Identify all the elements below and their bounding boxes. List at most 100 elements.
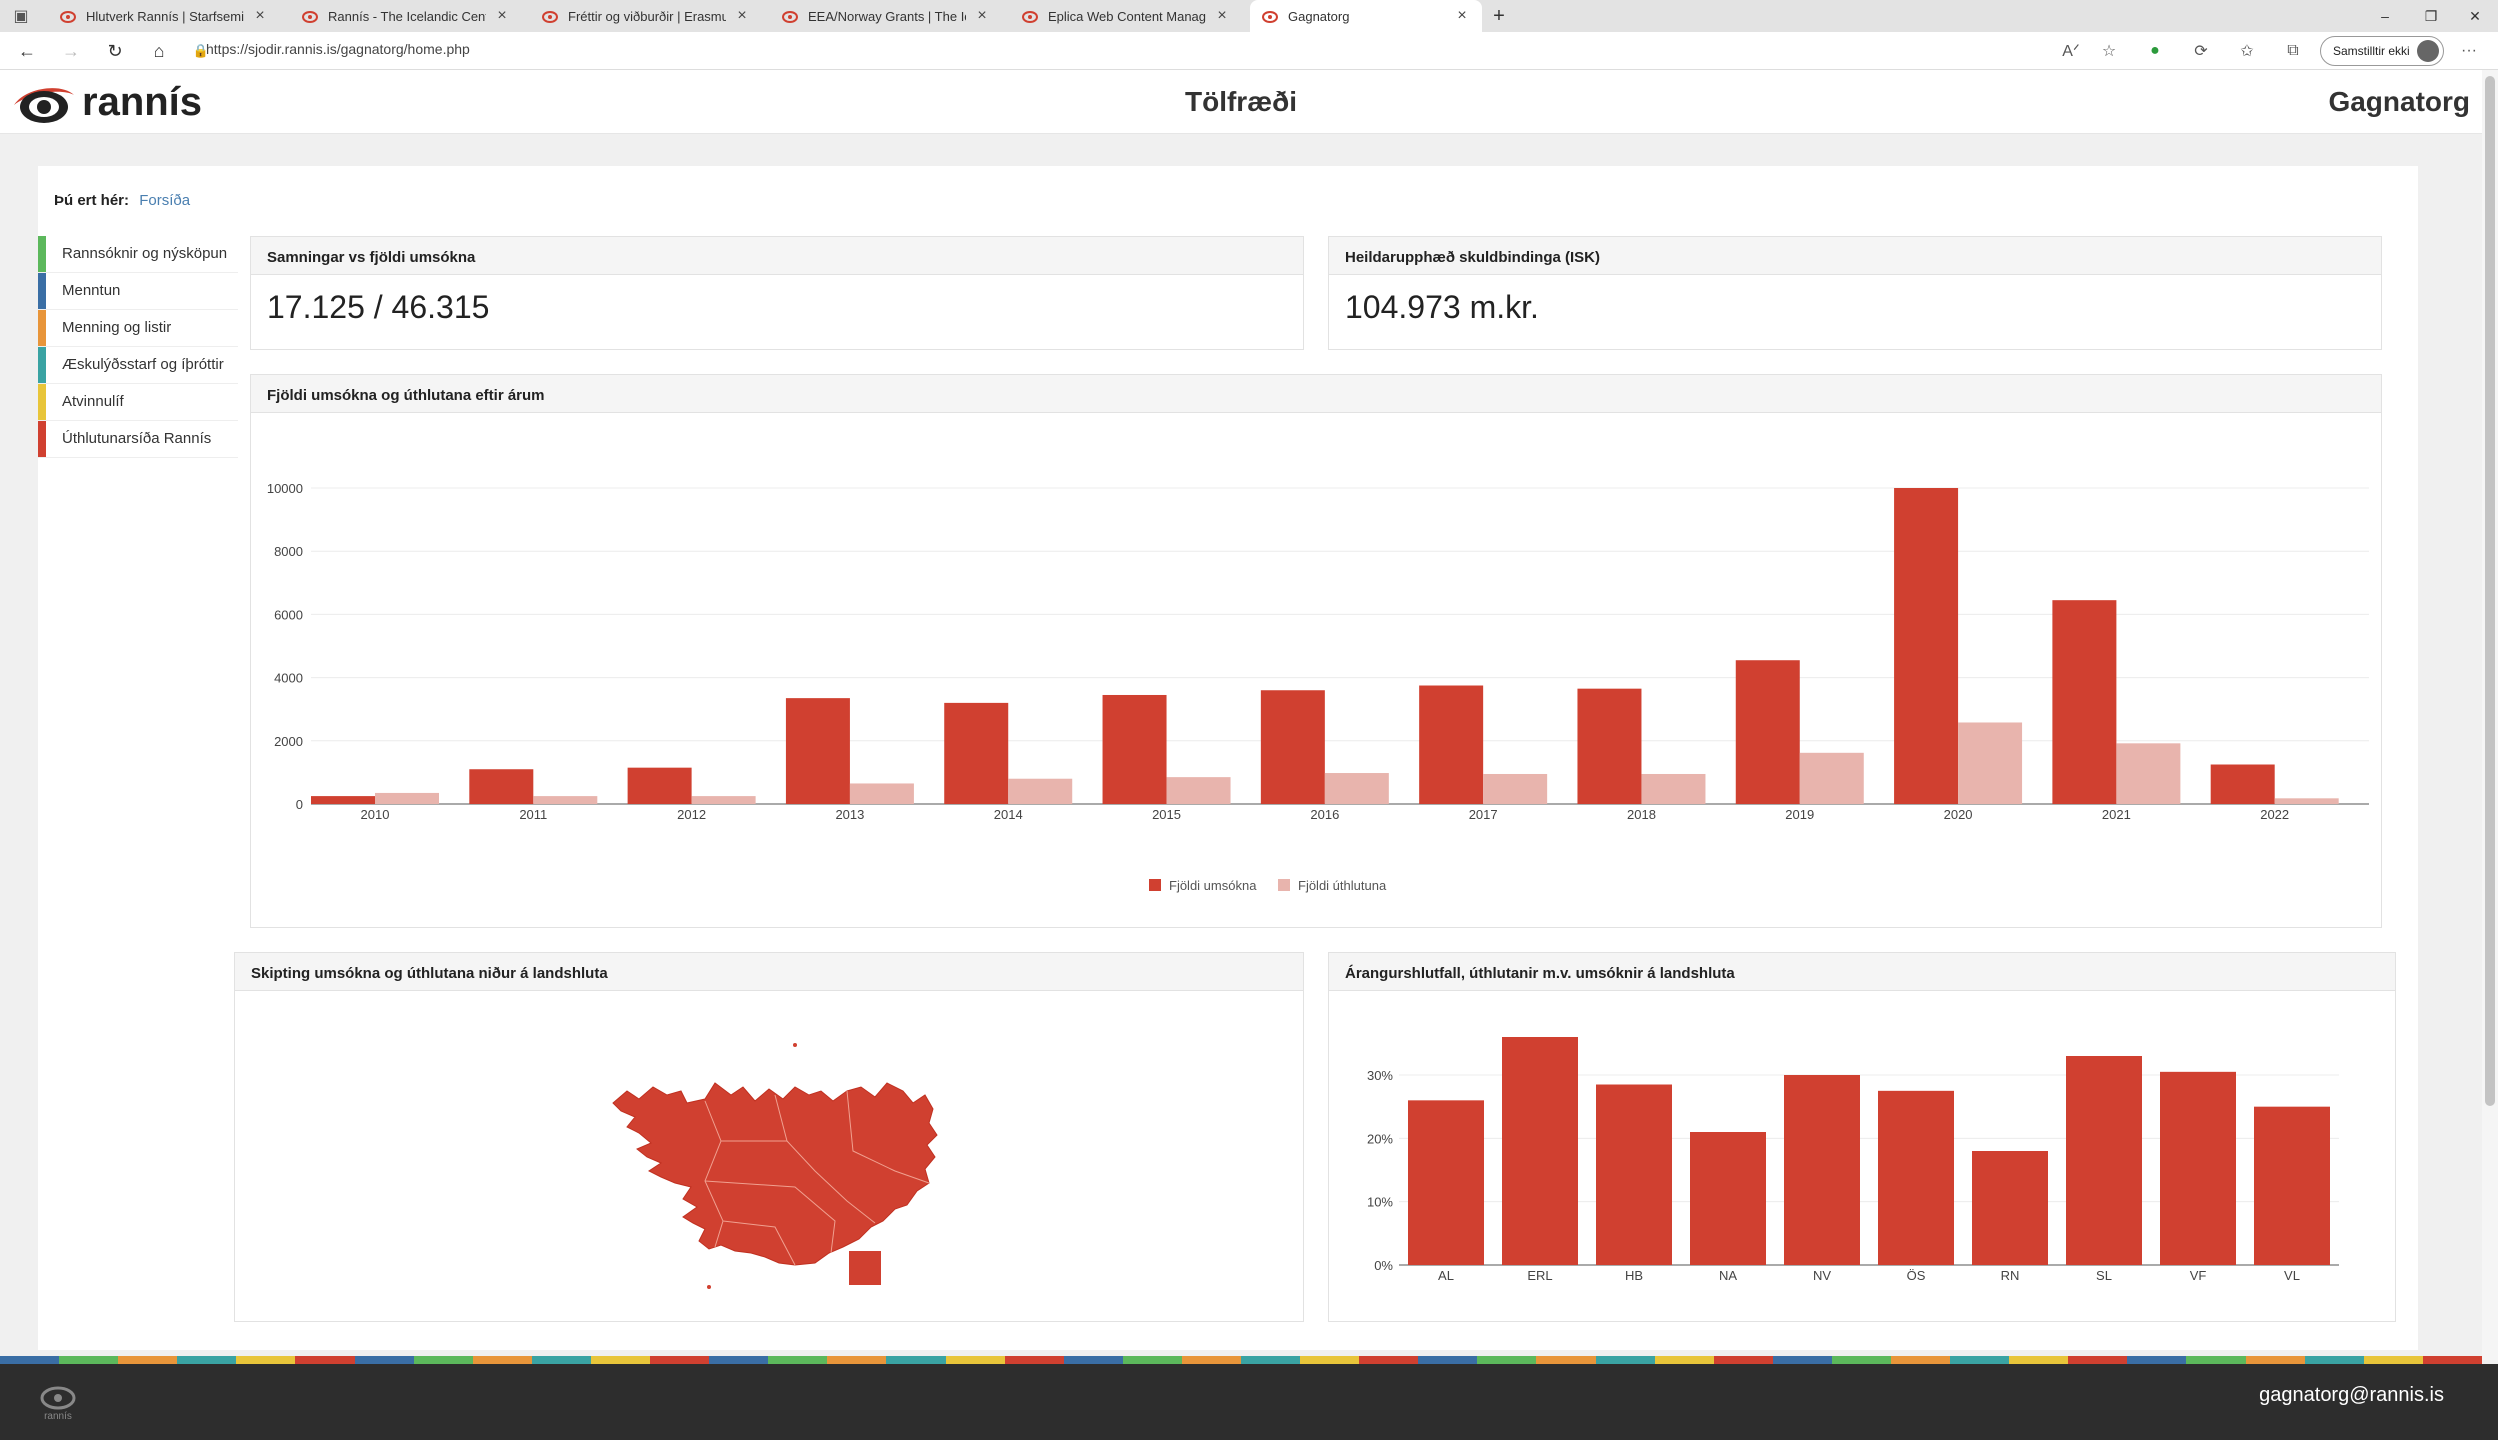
- x-tick-label: 2017: [1469, 807, 1498, 822]
- sidebar-item[interactable]: Atvinnulíf: [38, 384, 238, 421]
- browser-tab[interactable]: Fréttir og viðburðir | Erasmus+ ×: [530, 0, 762, 32]
- yearly-chart-panel: Fjöldi umsókna og úthlutana eftir árum 0…: [250, 374, 2382, 928]
- main-content: Þú ert hér: Forsíða Rannsóknir og nýsköp…: [38, 166, 2418, 1350]
- favorite-add-icon[interactable]: ☆: [2101, 43, 2117, 60]
- lock-icon[interactable]: 🔒: [192, 43, 210, 58]
- favorites-icon[interactable]: ✩: [2240, 43, 2254, 60]
- applications-bar[interactable]: [627, 767, 692, 804]
- legend-label[interactable]: Fjöldi úthlutuna: [1298, 878, 1387, 893]
- region-rate-bar[interactable]: [2160, 1071, 2236, 1265]
- tab-close-icon[interactable]: ×: [497, 7, 507, 24]
- applications-bar[interactable]: [2210, 764, 2275, 805]
- map-inset-box[interactable]: [849, 1251, 881, 1285]
- sidebar-item-label: Menning og listir: [62, 319, 172, 336]
- region-rate-bar[interactable]: [1878, 1090, 1954, 1265]
- applications-bar[interactable]: [2052, 600, 2117, 804]
- tab-actions-icon[interactable]: ▣: [13, 8, 29, 25]
- stripe-segment: [1418, 1356, 1478, 1364]
- sidebar-item[interactable]: Menning og listir: [38, 310, 238, 347]
- applications-bar[interactable]: [1419, 685, 1484, 805]
- x-tick-label: 2010: [361, 807, 390, 822]
- tab-label: Eplica Web Content Management: [1048, 8, 1206, 24]
- applications-bar[interactable]: [469, 769, 534, 804]
- stripe-segment: [2245, 1356, 2305, 1364]
- iceland-map[interactable]: [235, 991, 1303, 1321]
- applications-bar[interactable]: [1102, 694, 1167, 804]
- legend-label[interactable]: Fjöldi umsókna: [1169, 878, 1257, 893]
- grants-bar[interactable]: [849, 783, 914, 804]
- grants-bar[interactable]: [1324, 773, 1389, 804]
- region-rate-bar[interactable]: [1690, 1132, 1766, 1265]
- region-rate-bar[interactable]: [1972, 1151, 2048, 1265]
- more-menu-icon[interactable]: ···: [2461, 42, 2477, 59]
- applications-bar[interactable]: [1260, 690, 1325, 804]
- tab-close-icon[interactable]: ×: [255, 7, 265, 24]
- page-scrollbar[interactable]: [2482, 70, 2498, 1360]
- grants-bar[interactable]: [2274, 798, 2339, 804]
- breadcrumb-label: Þú ert hér:: [54, 192, 130, 209]
- grants-bar[interactable]: [1958, 722, 2023, 804]
- stripe-segment: [354, 1356, 414, 1364]
- minimize-icon[interactable]: –: [2381, 8, 2389, 24]
- iceland-region-shapes[interactable]: [612, 1043, 938, 1289]
- region-rate-bar[interactable]: [1784, 1075, 1860, 1265]
- region-rate-bar[interactable]: [2254, 1106, 2330, 1265]
- grants-bar[interactable]: [1799, 752, 1864, 804]
- applications-bar[interactable]: [1577, 688, 1642, 804]
- grants-bar[interactable]: [1483, 773, 1548, 804]
- tab-close-icon[interactable]: ×: [737, 7, 747, 24]
- read-aloud-icon[interactable]: Aᐟ: [2062, 43, 2080, 60]
- grants-bar[interactable]: [1641, 773, 1706, 804]
- grants-bar[interactable]: [533, 796, 598, 804]
- x-tick-label: VF: [2190, 1268, 2207, 1283]
- applications-bar[interactable]: [1894, 488, 1959, 804]
- sidebar-item[interactable]: Menntun: [38, 273, 238, 310]
- brand-title[interactable]: Gagnatorg: [2328, 86, 2470, 117]
- back-icon[interactable]: ←: [18, 40, 36, 61]
- applications-bar[interactable]: [1735, 660, 1800, 804]
- applications-bar[interactable]: [311, 796, 375, 804]
- browser-tab[interactable]: Eplica Web Content Management ×: [1010, 0, 1242, 32]
- browser-tab[interactable]: Gagnatorg ×: [1250, 0, 1482, 32]
- extension-icon[interactable]: ⟳: [2194, 43, 2208, 60]
- rannis-logo[interactable]: rannís: [12, 80, 202, 125]
- grants-bar[interactable]: [2116, 743, 2181, 804]
- tab-close-icon[interactable]: ×: [1217, 7, 1227, 24]
- tab-close-icon[interactable]: ×: [977, 7, 987, 24]
- browser-tab[interactable]: EEA/Norway Grants | The Icelandic ×: [770, 0, 1002, 32]
- scrollbar-thumb[interactable]: [2485, 76, 2495, 1106]
- applications-bar[interactable]: [785, 698, 850, 804]
- home-icon[interactable]: ⌂: [153, 40, 165, 61]
- region-rate-bar[interactable]: [1502, 1037, 1578, 1265]
- footer-email-link[interactable]: gagnatorg@rannis.is: [2259, 1384, 2444, 1406]
- grants-bar[interactable]: [691, 796, 756, 804]
- region-rate-bar[interactable]: [2066, 1056, 2142, 1265]
- grants-bar[interactable]: [1008, 778, 1073, 804]
- new-tab-button[interactable]: +: [1493, 4, 1505, 27]
- grants-bar[interactable]: [375, 792, 439, 804]
- collections-icon[interactable]: ⧉: [2287, 42, 2299, 59]
- browser-tab[interactable]: Rannís - The Icelandic Centre for Resear…: [290, 0, 522, 32]
- applications-bar[interactable]: [944, 702, 1009, 804]
- profile-button[interactable]: Samstilltir ekki: [2320, 36, 2444, 66]
- grants-bar[interactable]: [1166, 777, 1231, 804]
- region-rate-bar[interactable]: [1408, 1100, 1484, 1265]
- footer-logo[interactable]: rannís: [36, 1382, 80, 1427]
- restore-icon[interactable]: ❐: [2424, 7, 2438, 24]
- reload-icon[interactable]: ↻: [107, 40, 123, 61]
- sidebar-item[interactable]: Rannsóknir og nýsköpun: [38, 236, 238, 273]
- stripe-segment: [945, 1356, 1005, 1364]
- forward-icon[interactable]: →: [62, 40, 80, 61]
- url-field[interactable]: https://sjodir.rannis.is/gagnatorg/home.…: [206, 41, 470, 57]
- close-window-icon[interactable]: ✕: [2469, 7, 2481, 24]
- tab-label: Fréttir og viðburðir | Erasmus+: [568, 8, 726, 24]
- x-tick-label: 2019: [1785, 807, 1814, 822]
- tab-close-icon[interactable]: ×: [1457, 7, 1467, 24]
- extension-check-icon[interactable]: ●: [2150, 42, 2160, 59]
- sidebar-item[interactable]: Æskulýðsstarf og íþróttir: [38, 347, 238, 384]
- breadcrumb-link-home[interactable]: Forsíða: [139, 192, 191, 209]
- browser-tab[interactable]: Hlutverk Rannís | Starfsemi | Rannís ×: [48, 0, 280, 32]
- sidebar-item[interactable]: Úthlutunarsíða Rannís: [38, 421, 238, 458]
- region-rate-bar[interactable]: [1596, 1084, 1672, 1266]
- page-favicon-icon: [1262, 8, 1278, 24]
